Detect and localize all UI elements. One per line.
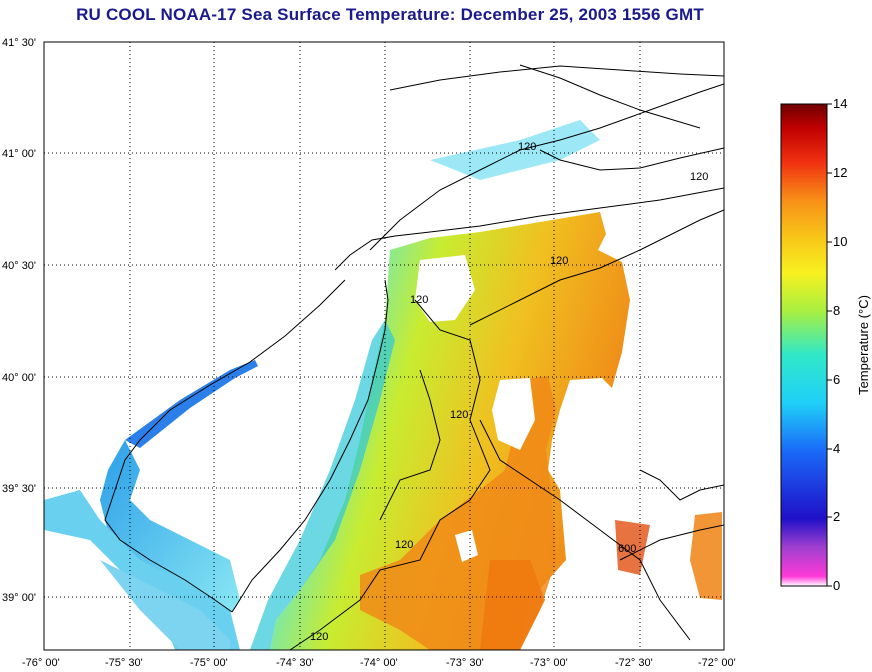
contour-label: 120 [450, 409, 468, 421]
colorbar-ticks [827, 103, 832, 587]
colorbar-tick-label: 6 [833, 372, 840, 387]
delaware-bay [100, 440, 240, 612]
cloud-gap [455, 530, 478, 562]
lon-tick-label: -74° 00' [360, 657, 398, 669]
lon-tick-label: -73° 30' [446, 657, 484, 669]
colorbar-scale [780, 103, 828, 587]
lat-tick-label: 39° 30' [2, 483, 36, 495]
lower-left-water [44, 530, 175, 650]
colorbar-tick-label: 4 [833, 441, 840, 456]
warm-patch-offshore [615, 520, 650, 575]
lon-tick-label: -74° 30' [276, 657, 314, 669]
graticule [44, 42, 724, 650]
lon-tick-label: -73° 00' [530, 657, 568, 669]
contour-label: 120 [550, 255, 568, 267]
map-frame [43, 41, 725, 651]
lon-tick-label: -75° 00' [190, 657, 228, 669]
colorbar-tick-label: 2 [833, 509, 840, 524]
lon-tick-label: -72° 30' [615, 657, 653, 669]
lat-tick-label: 40° 00' [2, 372, 36, 384]
warm-patch [480, 560, 545, 650]
lat-tick-label: 40° 30' [2, 260, 36, 272]
coastline [104, 64, 725, 613]
contour-label: 120 [690, 171, 708, 183]
lon-tick-label: -75° 30' [105, 657, 143, 669]
contour-label: 120 [518, 141, 536, 153]
map-title: RU COOL NOAA-17 Sea Surface Temperature:… [76, 5, 704, 24]
lat-tick-label: 41° 00' [2, 148, 36, 160]
colorbar-tick-label: 10 [833, 234, 847, 249]
cloud-gap [415, 255, 475, 322]
contour-label: 120 [395, 539, 413, 551]
contour-label: 600 [618, 543, 636, 555]
colorbar-tick-label: 8 [833, 303, 840, 318]
contour-label: 120 [410, 294, 428, 306]
cloud-gap [492, 378, 535, 450]
colorbar-label: Temperature (°C) [856, 295, 871, 395]
delaware-river [125, 360, 258, 448]
colorbar-tick-label: 0 [833, 578, 840, 593]
colorbar-tick-label: 14 [833, 96, 847, 111]
lon-tick-label: -72° 00' [698, 657, 736, 669]
colorbar-tick-label: 12 [833, 165, 847, 180]
contour-label: 120 [310, 631, 328, 643]
lat-tick-label: 39° 00' [2, 592, 36, 604]
long-island-sound-sst [430, 120, 600, 180]
lat-tick-label: 41° 30' [2, 37, 36, 49]
lon-tick-label: -76° 00' [22, 657, 60, 669]
warm-patch-offshore [690, 512, 722, 600]
isobath-contours [289, 209, 725, 651]
lower-left-water [100, 560, 230, 650]
nearshore-cold-band [250, 320, 395, 650]
